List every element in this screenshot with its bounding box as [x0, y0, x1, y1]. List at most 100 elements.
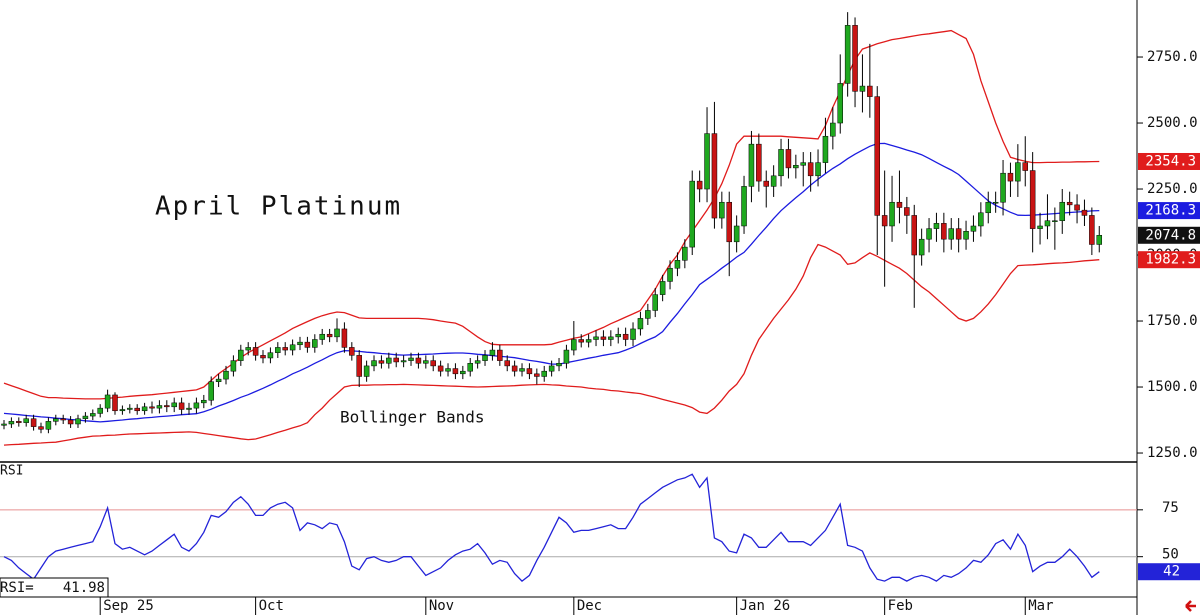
candle-body [334, 328, 340, 338]
candle [127, 404, 133, 414]
candle-body [23, 418, 29, 423]
x-tick-label: Feb [888, 598, 913, 614]
candle-body [467, 363, 473, 372]
candle [822, 117, 829, 174]
candle [252, 342, 259, 361]
candle [992, 191, 999, 213]
candle-body [408, 357, 414, 361]
candle-body [437, 365, 444, 372]
candle-body [674, 260, 681, 269]
candle-body [252, 347, 259, 356]
candle [948, 218, 954, 250]
candle [504, 355, 510, 372]
candle-body [526, 368, 533, 375]
y-tick-label: 2500.0 [1147, 115, 1198, 131]
candle-body [585, 339, 592, 343]
candle-body [149, 406, 155, 409]
candle-body [30, 418, 37, 427]
candle [45, 417, 52, 434]
candle-body [67, 419, 74, 425]
candle [815, 149, 821, 187]
candle [60, 414, 66, 424]
candle-body [918, 238, 925, 256]
candle [896, 170, 903, 224]
candle-body [260, 355, 266, 359]
candle-body [1037, 225, 1043, 229]
candle-body [304, 341, 311, 348]
candle-body [637, 318, 644, 330]
candle [1029, 152, 1036, 253]
candle-body [556, 363, 562, 367]
x-tick-label: Jan 26 [740, 598, 791, 614]
candle [918, 228, 925, 266]
candle [659, 274, 666, 302]
candle [733, 215, 740, 253]
scroll-arrow-icon[interactable] [1185, 600, 1196, 612]
last-price-tag: 2074.8 [1145, 227, 1196, 243]
candle-body [963, 231, 969, 240]
rsi-title: RSI [0, 464, 23, 479]
candle-body [393, 357, 399, 363]
candle [452, 363, 459, 380]
candle [171, 397, 177, 413]
candle-body [223, 370, 229, 380]
candle [134, 404, 140, 415]
candle-body [97, 407, 103, 414]
candle [704, 107, 710, 203]
candle-body [482, 355, 488, 361]
candle-body [363, 365, 370, 377]
x-tick-label: Nov [429, 598, 454, 614]
candle-body [608, 336, 614, 340]
candle-body [667, 267, 673, 282]
candle [275, 342, 281, 358]
candle [904, 196, 910, 234]
candle-body [245, 347, 251, 351]
candle-body [807, 162, 814, 177]
candle-body [933, 223, 940, 229]
candle [955, 218, 962, 253]
candle-body [852, 25, 858, 92]
candle-body [904, 207, 910, 216]
x-tick-label: Dec [577, 598, 602, 614]
candle-body [511, 365, 518, 372]
candle-body [371, 360, 377, 367]
candle-body [519, 368, 525, 372]
candle [578, 334, 584, 348]
candle-body [289, 344, 296, 351]
candle [608, 330, 614, 347]
candle-body [1096, 235, 1103, 245]
candle [600, 330, 607, 347]
candle [482, 350, 488, 366]
candle [430, 355, 436, 372]
candle [319, 328, 325, 345]
candle-body [978, 212, 984, 227]
candle [363, 360, 370, 382]
candle-body [16, 421, 22, 423]
candle-body [844, 25, 851, 84]
candle [859, 54, 866, 113]
candle [622, 327, 629, 347]
annotation: Bollinger Bands [340, 408, 485, 427]
candle [889, 175, 895, 242]
y-tick-label: 75 [1162, 500, 1179, 516]
candle [489, 342, 496, 361]
candle [1015, 144, 1021, 197]
candle [112, 392, 118, 415]
band-line [3, 243, 1100, 446]
y-tick-label: 1500.0 [1147, 379, 1198, 395]
candle-body [164, 405, 170, 408]
candle-body [1089, 215, 1095, 245]
x-tick-label: Sep 25 [103, 598, 154, 614]
band-tag-bg [1138, 202, 1200, 220]
candle-body [1022, 162, 1029, 171]
rsi-readout-box [0, 577, 109, 598]
candle-body [689, 180, 695, 248]
candle-body [186, 407, 192, 410]
candle-body [830, 122, 836, 137]
band-line [3, 29, 1100, 400]
candle [541, 365, 547, 382]
candle [104, 389, 111, 413]
candle-body [896, 201, 903, 208]
